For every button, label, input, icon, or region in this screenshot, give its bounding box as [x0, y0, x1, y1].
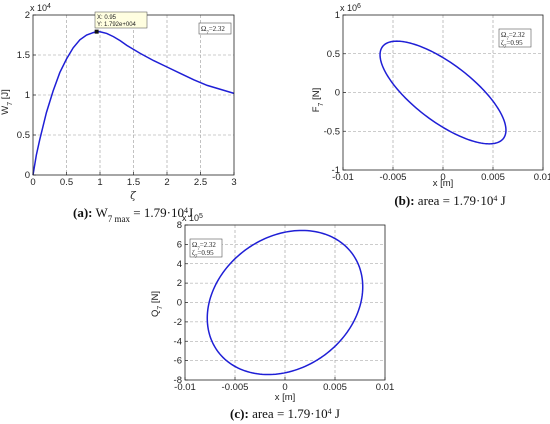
panel-b-caption: (b): area = 1.79·104 J	[394, 193, 505, 208]
y-tick-label: 0	[335, 88, 340, 99]
panel-a-caption: (a): W7 max = 1.79·104J	[73, 205, 193, 224]
panel-b-multiplier: x 106	[340, 3, 361, 14]
y-tick-label: 4	[177, 259, 182, 270]
y-tick-label: 0	[25, 170, 30, 181]
y-tick-label: 2	[25, 10, 30, 21]
panel-a-xlabel: ζ	[130, 191, 136, 202]
x-tick-label: -0.005	[222, 382, 249, 393]
panel-c-annotation-zeta: ζ7=0.95	[192, 249, 214, 260]
panel-a-ticks: 0 0.5 1 1.5 2 2.5 3 0 0.5 1 1.5 2	[17, 10, 237, 188]
panel-c-caption: (c): area = 1.79·104 J	[230, 406, 340, 421]
panel-b-annotation-box	[498, 28, 532, 48]
panel-b-xlabel: x [m]	[433, 178, 454, 189]
panel-c: -0.01 -0.005 0 0.005 0.01 -8 -6 -4 -2 0 2 4 6 8 x 105…	[150, 213, 394, 422]
x-tick-label: 0	[30, 177, 35, 188]
y-tick-label: -6	[174, 356, 182, 367]
x-tick-label: 3	[231, 177, 236, 188]
panel-c-xlabel: x [m]	[275, 392, 296, 403]
x-tick-label: 0.005	[481, 172, 505, 183]
y-tick-label: -1	[332, 165, 340, 176]
y-tick-label: 1	[335, 10, 340, 21]
panel-c-annotation-omega: Ω7=2.32	[192, 241, 216, 252]
x-tick-label: -0.005	[380, 172, 407, 183]
panel-b-series-line	[379, 40, 507, 145]
panel-a: 0 0.5 1 1.5 2 2.5 3 0 0.5 1 1.5 2 x 104 W7 [J] ζ Ω7…	[0, 3, 237, 225]
panel-c-ylabel: Q7 [N]	[150, 291, 164, 317]
panel-a-datatip-x: X: 0.95	[97, 15, 117, 21]
x-tick-label: -0.01	[174, 382, 196, 393]
x-tick-label: 1.5	[127, 177, 140, 188]
panel-b-ylabel: F7 [N]	[311, 88, 325, 113]
y-tick-label: -0.5	[324, 126, 340, 137]
panel-c-grid	[185, 225, 385, 380]
x-tick-label: 2.5	[194, 177, 207, 188]
panel-a-annotation-box	[198, 22, 232, 35]
y-tick-label: 0.5	[17, 130, 30, 141]
x-tick-label: 2	[164, 177, 169, 188]
panel-c-multiplier: x 105	[182, 213, 203, 224]
x-tick-label: 0	[282, 382, 287, 393]
y-tick-label: -2	[174, 317, 182, 328]
panel-c-annotation-box	[189, 238, 223, 258]
y-tick-label: 1	[25, 90, 30, 101]
panel-a-grid	[33, 15, 234, 175]
y-tick-label: 2	[177, 278, 182, 289]
y-tick-label: 0.5	[327, 49, 340, 60]
panel-b-annotation-omega: Ω7=2.32	[501, 31, 525, 42]
panel-a-ylabel: W7 [J]	[0, 89, 14, 115]
panel-b: -0.01 -0.005 0 0.005 0.01 -1 -0.5 0 0.5 1 x 106 F…	[311, 3, 550, 209]
x-tick-label: 1	[97, 177, 102, 188]
x-tick-label: -0.01	[332, 172, 354, 183]
panel-b-annotation-zeta: ζ7=0.95	[501, 39, 523, 50]
panel-c-ticks: -0.01 -0.005 0 0.005 0.01 -8 -6 -4 -2 0 2 4 6 8	[174, 220, 395, 393]
x-tick-label: 0	[440, 172, 445, 183]
panel-a-datatip-y: Y: 1.792e+004	[97, 22, 137, 28]
y-tick-label: -8	[174, 375, 182, 386]
y-tick-label: 0	[177, 298, 182, 309]
y-tick-label: 6	[177, 239, 182, 250]
panel-a-datatip-box	[94, 11, 148, 29]
panel-a-datatip-marker	[94, 29, 99, 34]
panel-a-series-line	[32, 30, 235, 176]
x-tick-label: 0.01	[534, 172, 550, 183]
panel-a-annotation: Ω7=2.32	[201, 25, 225, 36]
x-tick-label: 0.005	[323, 382, 347, 393]
panel-a-multiplier: x 104	[30, 3, 51, 14]
y-tick-label: 1.5	[17, 50, 30, 61]
x-tick-label: 0.01	[376, 382, 395, 393]
panel-c-series-line	[206, 229, 364, 376]
x-tick-label: 0.5	[60, 177, 73, 188]
y-tick-label: -4	[174, 336, 182, 347]
y-tick-label: 8	[177, 220, 182, 231]
panel-b-ticks: -0.01 -0.005 0 0.005 0.01 -1 -0.5 0 0.5 1	[324, 10, 550, 183]
